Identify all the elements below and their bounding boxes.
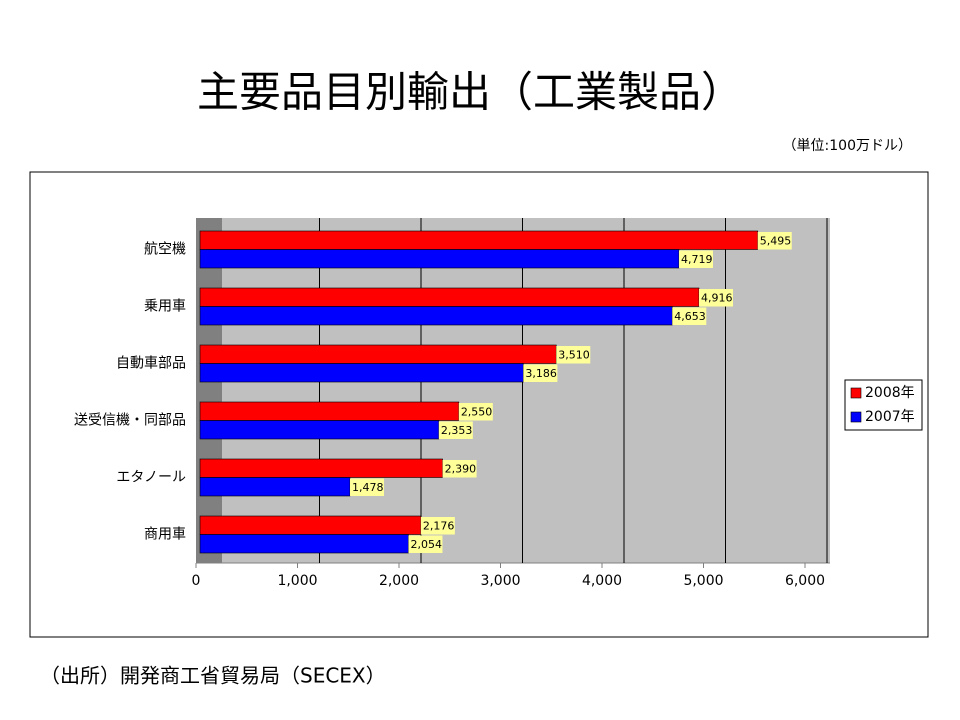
value-label: 1,478 (352, 481, 384, 494)
value-label-bg (672, 307, 707, 325)
y-tick-label: エタノール (116, 470, 186, 486)
legend-swatch (850, 387, 862, 399)
y-tick-label: 商用車 (144, 526, 186, 543)
bar (199, 515, 422, 535)
plot-wall (196, 218, 222, 563)
value-label: 5,495 (760, 234, 792, 247)
x-tick-label: 6,000 (785, 573, 825, 589)
value-label-bg (698, 289, 733, 307)
x-tick-label: 0 (192, 573, 201, 589)
value-label: 2,176 (423, 519, 455, 532)
x-tick-label: 1,000 (277, 573, 317, 589)
value-label-bg (757, 232, 792, 250)
value-label: 2,550 (461, 405, 493, 418)
legend-label: 2008年 (865, 385, 915, 401)
bar (199, 401, 460, 421)
bar (199, 249, 680, 269)
value-label-bg (442, 460, 477, 478)
value-label: 4,916 (701, 291, 733, 304)
source-note: （出所）開発商工省貿易局（SECEX） (40, 664, 386, 688)
value-label: 2,353 (441, 424, 473, 437)
value-label-bg (350, 478, 385, 496)
bar (199, 344, 557, 364)
value-label-bg (408, 535, 443, 553)
value-label-bg (678, 250, 713, 268)
plot-area (196, 218, 830, 563)
value-label-bg (556, 346, 591, 364)
value-label: 4,653 (674, 310, 706, 323)
value-label: 2,390 (445, 462, 477, 475)
bar (199, 306, 673, 326)
x-tick-label: 4,000 (582, 573, 622, 589)
bar (199, 287, 700, 307)
bar (199, 230, 759, 250)
chart-title: 主要品目別輸出（工業製品） (197, 68, 743, 117)
bar (199, 534, 409, 554)
bar (199, 363, 524, 383)
value-label: 3,510 (558, 348, 590, 361)
y-tick-label: 送受信機・同部品 (74, 413, 186, 429)
value-label: 3,186 (525, 367, 557, 380)
bar (199, 458, 443, 478)
value-label: 4,719 (681, 253, 713, 266)
x-tick-label: 3,000 (480, 573, 520, 589)
bar (199, 420, 440, 440)
value-label-bg (420, 517, 455, 535)
value-label-bg (523, 364, 558, 382)
legend-label: 2007年 (865, 409, 915, 425)
value-label-bg (438, 421, 473, 439)
y-tick-label: 航空機 (144, 242, 186, 258)
unit-label: （単位:100万ドル） (783, 138, 912, 154)
value-label: 2,054 (410, 538, 442, 551)
x-tick-label: 2,000 (379, 573, 419, 589)
x-tick-label: 5,000 (683, 573, 723, 589)
value-label-bg (458, 403, 493, 421)
y-tick-label: 自動車部品 (116, 355, 186, 372)
bar (199, 477, 351, 497)
y-tick-label: 乗用車 (144, 298, 186, 315)
legend-swatch (850, 411, 862, 423)
